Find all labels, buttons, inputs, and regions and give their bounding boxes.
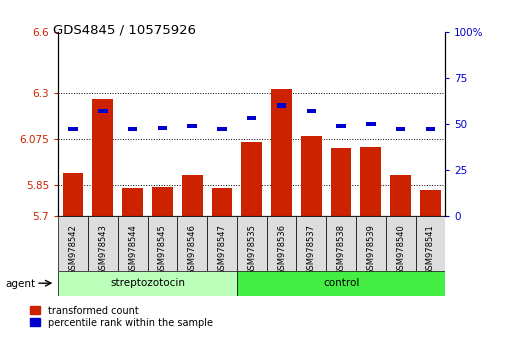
Bar — [296, 216, 326, 271]
Bar — [236, 271, 444, 296]
Bar — [246, 116, 256, 120]
Bar — [118, 216, 147, 271]
Bar — [306, 109, 315, 113]
Bar — [326, 216, 355, 271]
Bar — [128, 127, 137, 131]
Bar — [276, 103, 286, 108]
Text: GSM978547: GSM978547 — [217, 224, 226, 275]
Bar — [158, 126, 167, 130]
Text: GSM978546: GSM978546 — [187, 224, 196, 275]
Text: streptozotocin: streptozotocin — [110, 278, 185, 288]
Text: control: control — [322, 278, 359, 288]
Bar — [88, 216, 118, 271]
Bar — [271, 89, 291, 216]
Bar — [63, 173, 83, 216]
Legend: transformed count, percentile rank within the sample: transformed count, percentile rank withi… — [30, 306, 212, 328]
Bar — [385, 216, 415, 271]
Text: GSM978536: GSM978536 — [276, 224, 285, 275]
Bar — [217, 127, 226, 131]
Bar — [152, 187, 173, 216]
Text: GSM978539: GSM978539 — [366, 224, 375, 275]
Bar — [98, 109, 108, 113]
Bar — [241, 142, 262, 216]
Text: GSM978535: GSM978535 — [247, 224, 256, 275]
Text: GSM978540: GSM978540 — [395, 224, 405, 275]
Bar — [122, 188, 143, 216]
Bar — [68, 127, 78, 131]
Bar — [181, 175, 202, 216]
Bar — [366, 122, 375, 126]
Bar — [211, 188, 232, 216]
Bar — [92, 99, 113, 216]
Bar — [336, 124, 345, 128]
Text: GSM978541: GSM978541 — [425, 224, 434, 275]
Bar — [147, 216, 177, 271]
Bar — [330, 148, 351, 216]
Bar — [355, 216, 385, 271]
Text: GSM978538: GSM978538 — [336, 224, 345, 275]
Bar — [58, 271, 236, 296]
Bar — [425, 127, 434, 131]
Text: GSM978537: GSM978537 — [306, 224, 315, 275]
Bar — [415, 216, 444, 271]
Bar — [300, 136, 321, 216]
Bar — [360, 147, 380, 216]
Bar — [58, 216, 88, 271]
Text: GSM978545: GSM978545 — [158, 224, 167, 275]
Bar — [236, 216, 266, 271]
Text: GSM978544: GSM978544 — [128, 224, 137, 275]
Bar — [266, 216, 296, 271]
Text: GDS4845 / 10575926: GDS4845 / 10575926 — [53, 23, 196, 36]
Bar — [187, 124, 196, 128]
Bar — [177, 216, 207, 271]
Text: GSM978543: GSM978543 — [98, 224, 107, 275]
Text: GSM978542: GSM978542 — [69, 224, 77, 275]
Text: agent: agent — [5, 279, 35, 289]
Bar — [207, 216, 236, 271]
Bar — [419, 190, 440, 216]
Bar — [389, 175, 410, 216]
Bar — [395, 127, 405, 131]
